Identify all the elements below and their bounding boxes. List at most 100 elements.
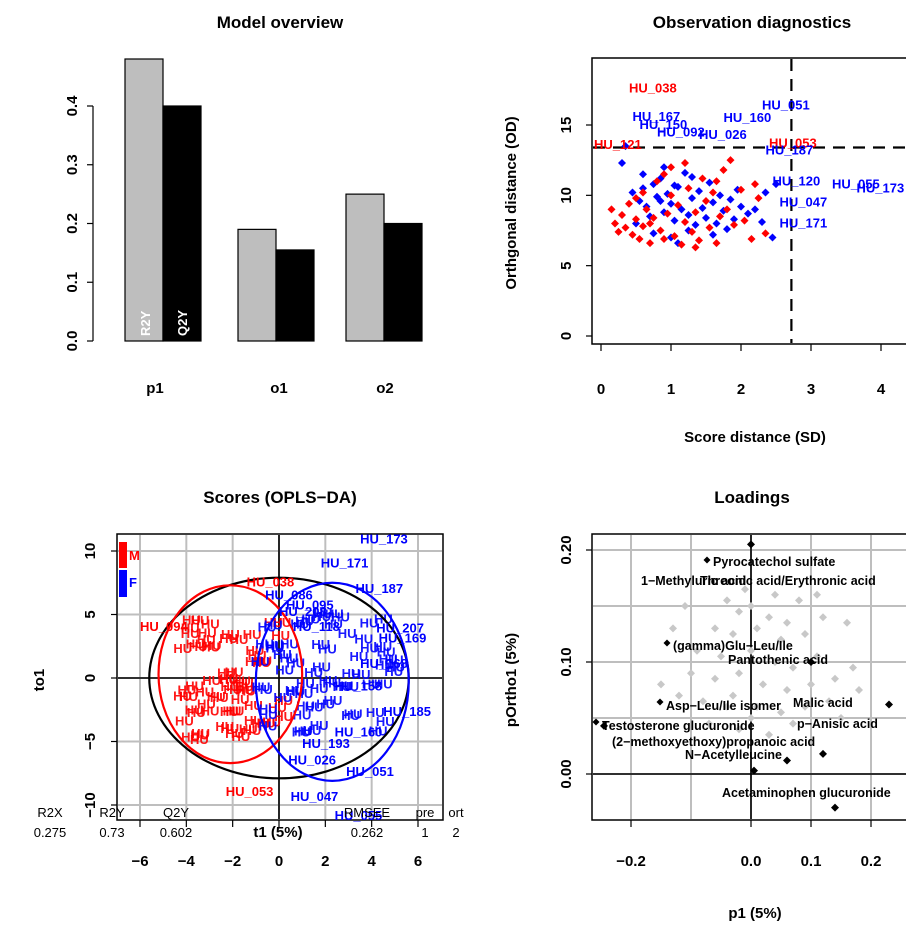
- data-point: [632, 219, 640, 228]
- point-label: HU: [186, 636, 205, 651]
- chart-title: Model overview: [217, 13, 344, 32]
- point-label: HU: [235, 675, 254, 690]
- data-point: [759, 680, 767, 689]
- data-point: [607, 205, 616, 214]
- point-label: HU: [197, 696, 216, 711]
- data-point: [663, 209, 672, 218]
- x-tick-label: 6: [414, 853, 422, 870]
- point-label: HU: [268, 700, 287, 715]
- y-tick-label: 0.1: [64, 272, 81, 293]
- point-label: HU: [310, 681, 329, 696]
- point-label: HU_038: [247, 575, 295, 590]
- data-point: [628, 188, 637, 197]
- data-point-highlighted: [831, 803, 839, 812]
- point-label: HU: [295, 614, 314, 629]
- point-label: HU: [273, 647, 292, 662]
- data-point: [744, 209, 752, 218]
- data-point: [712, 239, 721, 248]
- plot-frame: [116, 533, 444, 821]
- bars-group: [124, 58, 423, 342]
- point-label: HU_086: [265, 587, 313, 602]
- point-label: HU_051: [762, 98, 810, 113]
- r2y-value: 0.73: [99, 825, 124, 840]
- series-label-q2y: Q2Y: [175, 310, 190, 336]
- point-label: HU: [266, 639, 285, 654]
- y-tick-label: −10: [82, 792, 99, 817]
- point-label: HU: [340, 679, 359, 694]
- data-point: [758, 218, 766, 227]
- y-axis: 0.0 0.1 0.2 0.3 0.4: [64, 95, 94, 351]
- bar-r2y: [345, 193, 385, 342]
- x-tick-label: 4: [877, 381, 886, 398]
- point-label: HU: [219, 631, 238, 646]
- point-label: HU: [318, 641, 337, 656]
- data-point: [653, 177, 661, 186]
- point-label: HU: [251, 654, 270, 669]
- point-label: HU: [314, 606, 333, 621]
- x-tick-label: −0.2: [616, 853, 646, 870]
- data-point: [807, 680, 815, 689]
- data-point: [783, 686, 791, 694]
- point-label: HU_121: [594, 137, 642, 152]
- data-point: [611, 219, 619, 228]
- point-label: HU: [377, 644, 396, 659]
- point-label: HU_173: [857, 181, 905, 196]
- point-label: HU: [341, 708, 360, 723]
- data-point: [688, 227, 696, 236]
- data-point-highlighted: [747, 540, 755, 549]
- data-point: [670, 232, 679, 241]
- loadings-panel: Loadings −0.2 0.0 0.1 0.2 0.00 0.10 0.20 Pyroca…: [503, 488, 906, 922]
- point-label: HU: [366, 705, 385, 720]
- point-label: HU: [376, 714, 395, 729]
- label-marker: [703, 556, 711, 564]
- point-label: HU: [354, 632, 373, 647]
- data-point: [656, 226, 665, 235]
- data-point: [730, 220, 738, 229]
- data-point-highlighted: [807, 658, 815, 666]
- point-label: HU: [173, 641, 192, 656]
- loading-label: p−Anisic acid: [797, 717, 878, 731]
- x-tick-label: 0.1: [801, 853, 822, 870]
- y-tick-label: 5: [558, 261, 575, 269]
- point-label: HU_047: [780, 195, 828, 210]
- data-point: [675, 691, 683, 700]
- data-point: [646, 219, 654, 228]
- point-label: HU: [202, 673, 221, 688]
- y-tick-label: 0.10: [558, 647, 575, 676]
- point-label: HU: [312, 659, 331, 674]
- data-point: [702, 213, 710, 222]
- data-point: [660, 234, 668, 243]
- point-label: HU: [207, 689, 226, 704]
- data-point: [632, 194, 640, 203]
- data-point: [705, 719, 713, 728]
- data-point: [684, 184, 693, 193]
- data-point-highlighted: [885, 700, 893, 709]
- data-point: [669, 624, 677, 633]
- data-point: [753, 624, 761, 633]
- data-point: [723, 205, 731, 214]
- data-point: [618, 211, 626, 220]
- point-label: HU: [273, 690, 292, 705]
- point-label: HU: [296, 699, 315, 714]
- point-label: HU: [203, 638, 222, 653]
- point-label: HU: [375, 658, 394, 673]
- point-label: HU: [201, 703, 220, 718]
- point-label: HU_094: [140, 619, 188, 634]
- legend-swatch-m: [119, 542, 127, 568]
- point-label: HU: [259, 701, 278, 716]
- point-label: HU: [225, 726, 244, 741]
- data-point: [709, 188, 717, 197]
- data-point: [751, 180, 759, 189]
- data-point: [747, 234, 756, 243]
- y-tick-label: 0.2: [64, 213, 81, 234]
- data-point: [709, 230, 717, 239]
- x-tick-label: p1: [146, 380, 164, 397]
- data-point: [639, 184, 647, 193]
- point-label: HU_092: [657, 124, 705, 139]
- point-label: HU_055: [335, 808, 383, 823]
- data-point: [737, 202, 745, 211]
- y-tick-label: −5: [82, 733, 99, 750]
- q2y-label: Q2Y: [163, 805, 189, 820]
- x-tick-label: o1: [270, 380, 288, 397]
